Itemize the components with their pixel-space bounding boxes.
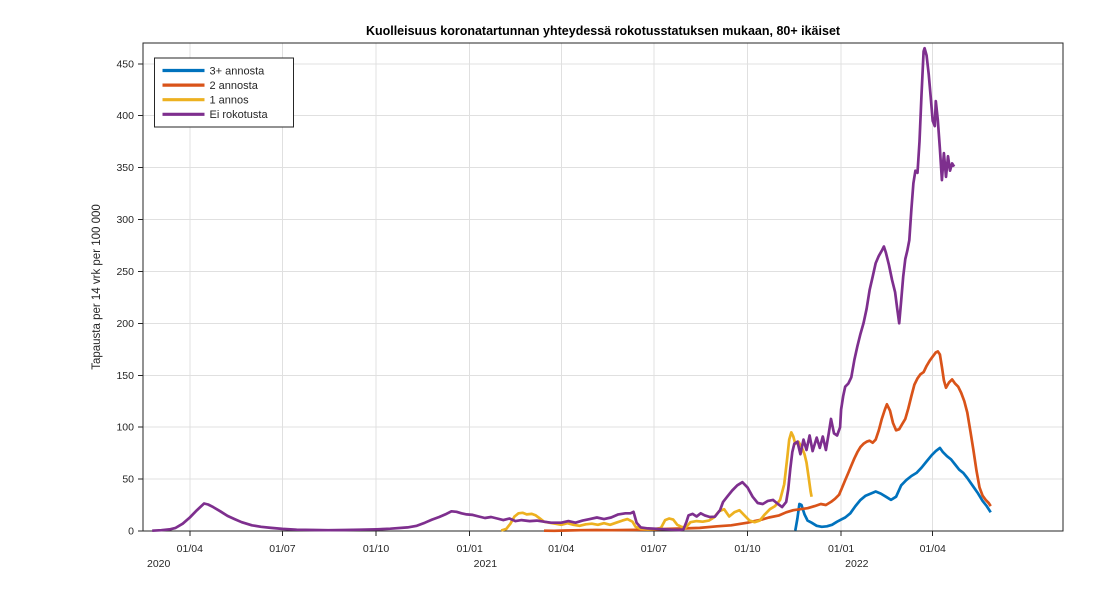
x-tick-label: 01/04 xyxy=(177,543,203,555)
legend-entry: Ei rokotusta xyxy=(162,109,269,121)
x-tick-label: 01/01 xyxy=(457,543,483,555)
series-line-1-annos xyxy=(500,431,813,532)
x-tick-label: 01/10 xyxy=(363,543,389,555)
series-line-3-annosta xyxy=(793,446,992,531)
legend-entry: 2 annosta xyxy=(162,80,259,92)
series-lines xyxy=(152,46,992,533)
x-tick-label: 01/01 xyxy=(828,543,854,555)
legend-label: 3+ annosta xyxy=(210,65,266,77)
y-tick-label: 350 xyxy=(116,162,134,174)
chart-title: Kuolleisuus koronatartunnan yhteydessä r… xyxy=(365,24,841,38)
x-tick-label: 01/04 xyxy=(920,543,946,555)
y-tick-label: 0 xyxy=(128,526,134,538)
y-tick-label: 400 xyxy=(116,110,134,122)
series-line-ei-rokotusta xyxy=(152,46,956,533)
y-tick-label: 450 xyxy=(116,58,134,70)
y-tick-label: 100 xyxy=(116,422,134,434)
legend-entry: 1 annos xyxy=(162,95,250,107)
legend-entry: 3+ annosta xyxy=(162,65,266,77)
legend-label: 1 annos xyxy=(210,95,250,107)
legend-label: Ei rokotusta xyxy=(210,109,269,121)
legend: 3+ annosta 2 annosta 1 annos Ei rokotusta xyxy=(154,57,294,128)
x-tick-label: 01/10 xyxy=(734,543,760,555)
x-tick-label: 01/04 xyxy=(548,543,574,555)
gridlines xyxy=(143,43,1063,531)
y-tick-label: 300 xyxy=(116,214,134,226)
x-tick-label: 01/07 xyxy=(269,543,295,555)
y-tick-label: 200 xyxy=(116,318,134,330)
legend-label: 2 annosta xyxy=(210,80,259,92)
year-label: 2021 xyxy=(474,558,498,570)
y-tick-label: 150 xyxy=(116,370,134,382)
y-tick-label: 250 xyxy=(116,266,134,278)
x-tick-label: 01/07 xyxy=(641,543,667,555)
series-line-2-annosta xyxy=(543,350,992,533)
tick-labels: 0 50 100 150 200 250 300 350 400 450 01/04 01/07 01/… xyxy=(116,58,946,570)
y-tick-label: 50 xyxy=(122,474,134,486)
year-label: 2020 xyxy=(147,558,171,570)
year-label: 2022 xyxy=(845,558,869,570)
